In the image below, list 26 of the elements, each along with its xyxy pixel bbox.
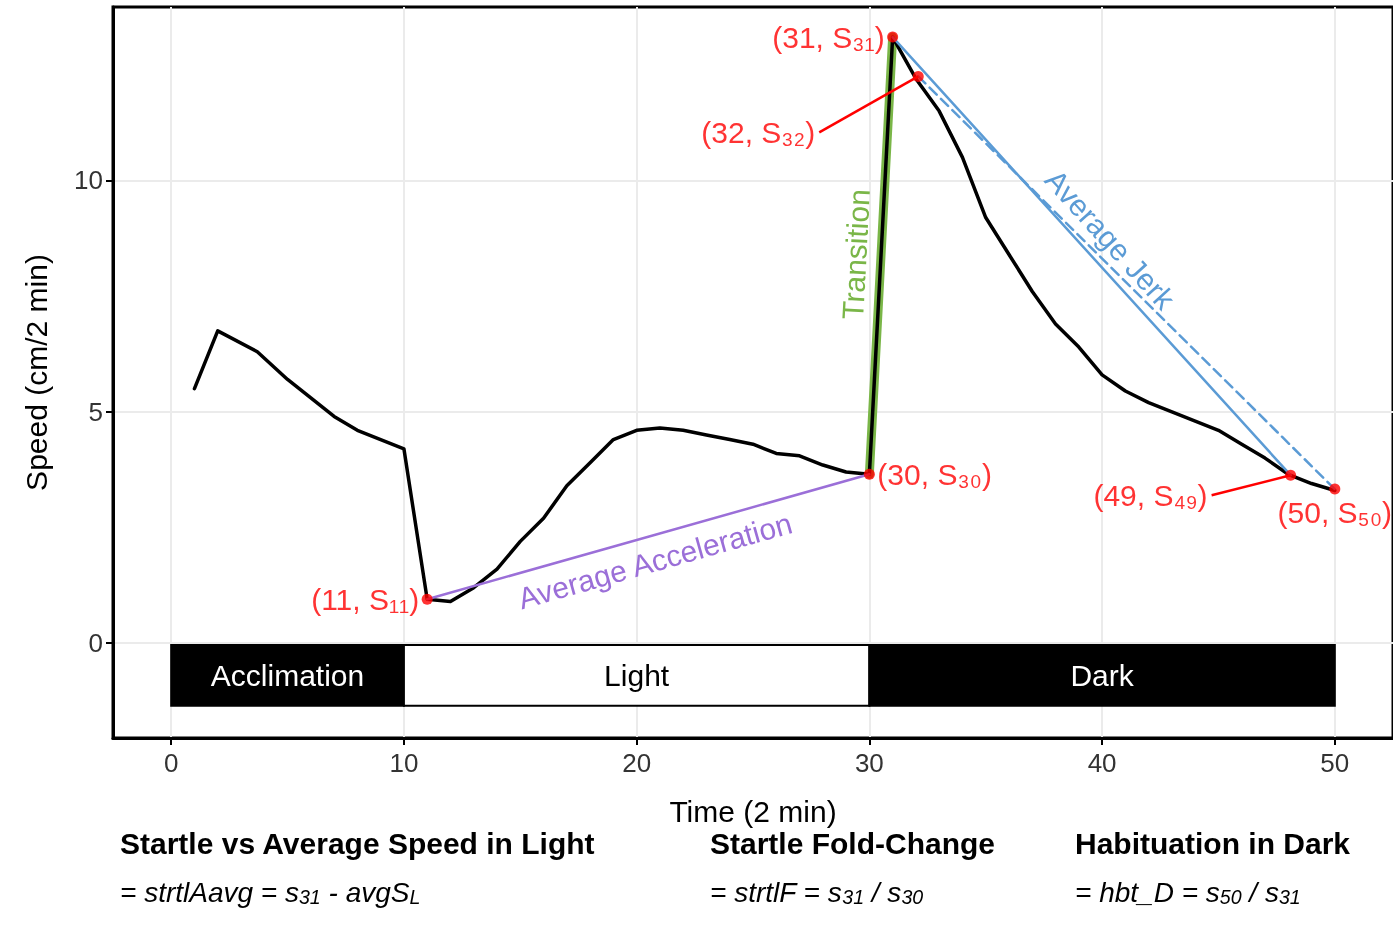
- text: Habituation in Dark: [1075, 826, 1351, 860]
- text: = strtlAavg = s31 - avgSL: [120, 876, 421, 908]
- band-label: Dark: [1070, 658, 1135, 692]
- annotation: (50, S₅₀): [1277, 495, 1393, 529]
- band-label: Light: [604, 658, 670, 692]
- x-axis-title: Time (2 min): [669, 794, 837, 828]
- y-tick-label: 0: [88, 628, 103, 659]
- x-tick-label: 40: [1087, 748, 1117, 778]
- text: = hbt_D = s50 / s31: [1075, 876, 1301, 908]
- x-tick-label: 10: [389, 748, 419, 778]
- annotation: (11, S₁₁): [311, 582, 420, 616]
- x-tick-label: 30: [854, 748, 884, 778]
- y-axis-title: Speed (cm/2 min): [19, 254, 53, 491]
- x-tick-label: 50: [1320, 748, 1350, 778]
- x-tick-label: 0: [163, 748, 179, 778]
- y-tick-label: 5: [88, 396, 103, 427]
- annotation: (32, S₃₂): [701, 115, 816, 149]
- annotation: (31, S₃₁): [772, 20, 885, 54]
- y-tick-label: 10: [74, 165, 103, 196]
- text: = strtlF = s31 / s30: [710, 876, 924, 908]
- annotation: (49, S₄₉): [1093, 478, 1208, 512]
- text: Startle vs Average Speed in Light: [120, 826, 595, 860]
- band-label: Acclimation: [210, 658, 365, 692]
- annotation: (30, S₃₀): [877, 457, 993, 491]
- text: Transition: [836, 188, 876, 321]
- x-tick-label: 20: [622, 748, 652, 778]
